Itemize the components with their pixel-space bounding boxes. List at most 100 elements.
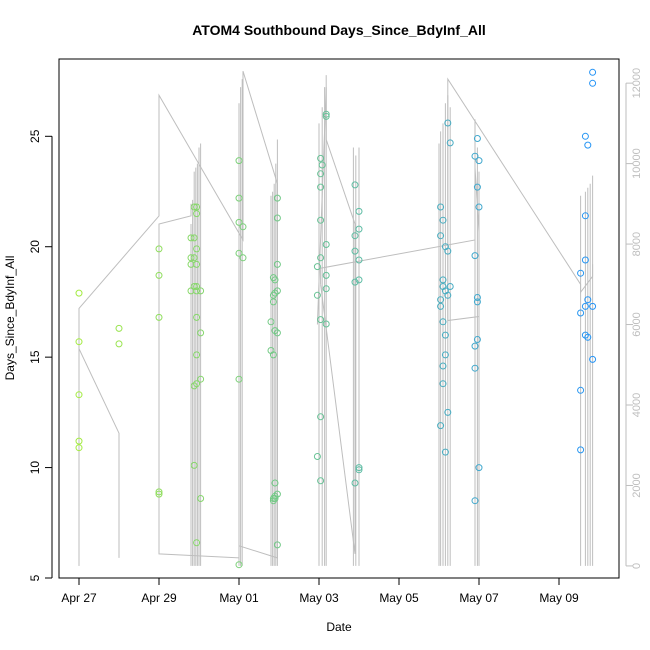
points-layer	[75, 68, 597, 569]
data-point	[197, 375, 205, 383]
y-axis-label: Days_Since_BdyInf_All	[3, 256, 17, 381]
data-point	[475, 157, 483, 165]
data-point	[439, 362, 447, 370]
secondary-line-2	[78, 348, 120, 558]
data-point	[581, 132, 589, 140]
data-point	[235, 249, 243, 257]
data-point	[439, 318, 447, 326]
data-point	[273, 260, 281, 268]
secondary-line-3	[320, 77, 594, 322]
data-point	[317, 170, 325, 178]
data-point	[155, 245, 163, 253]
data-point	[437, 296, 445, 304]
data-point	[589, 68, 597, 76]
data-point	[322, 110, 330, 118]
data-point	[355, 256, 363, 264]
data-point	[322, 285, 330, 293]
data-point	[197, 495, 205, 502]
chart-title: ATOM4 Southbound Days_Since_BdyInf_All	[192, 22, 486, 38]
data-point	[193, 283, 201, 290]
data-point	[322, 320, 330, 328]
data-point	[190, 382, 198, 390]
data-point	[273, 329, 281, 337]
data-point	[355, 225, 363, 233]
data-point	[581, 302, 589, 310]
data-point	[313, 291, 321, 299]
data-point	[271, 327, 279, 335]
data-point	[193, 380, 201, 388]
data-point	[313, 453, 321, 460]
x-tick-label: May 09	[539, 591, 579, 605]
data-point	[75, 338, 83, 346]
data-point	[471, 152, 479, 160]
y2-tick-label: 6000	[631, 312, 643, 336]
y2-tick-label: 8000	[631, 232, 643, 256]
data-point	[441, 448, 449, 456]
data-point	[269, 298, 277, 306]
data-point	[351, 181, 359, 189]
data-point	[318, 161, 326, 169]
data-point	[193, 210, 201, 218]
data-point	[473, 135, 481, 142]
x-tick-label: May 01	[219, 591, 259, 605]
data-point	[471, 342, 479, 350]
data-point	[193, 287, 201, 295]
data-point	[322, 241, 330, 248]
x-axis-label: Date	[326, 620, 352, 634]
data-point	[437, 203, 445, 211]
data-point	[355, 466, 363, 474]
data-point	[581, 256, 589, 264]
x-tick-label: May 05	[379, 591, 419, 605]
y-tick-label: 25	[28, 129, 42, 143]
data-point	[584, 333, 592, 341]
data-point	[589, 355, 597, 363]
data-point	[271, 276, 279, 284]
y2-tick-label: 2000	[631, 473, 643, 497]
data-point	[473, 336, 481, 343]
data-point	[269, 291, 277, 299]
data-point	[355, 464, 363, 472]
data-point	[190, 461, 198, 469]
data-point	[444, 119, 452, 127]
data-point	[267, 318, 275, 326]
plot-frame	[58, 58, 620, 579]
data-point	[475, 464, 483, 472]
data-point	[235, 375, 243, 383]
data-point	[235, 194, 243, 202]
data-point	[235, 561, 243, 569]
data-point	[273, 287, 281, 295]
data-point	[577, 386, 585, 394]
data-point	[317, 477, 325, 485]
data-point	[239, 223, 247, 231]
data-point	[155, 490, 163, 498]
data-point	[437, 422, 445, 430]
data-point	[317, 183, 325, 191]
data-point	[193, 245, 201, 253]
y-tick-label: 10	[28, 461, 42, 475]
data-point	[190, 254, 198, 262]
data-point	[75, 444, 83, 452]
data-point	[317, 254, 325, 262]
y2-tick-label: 4000	[631, 393, 643, 417]
data-point	[439, 276, 447, 284]
data-point	[441, 351, 449, 359]
data-point	[271, 492, 279, 500]
data-point	[190, 203, 198, 211]
data-point	[269, 351, 277, 359]
data-point	[271, 479, 279, 487]
data-point	[473, 183, 481, 191]
data-point	[577, 309, 585, 317]
data-point	[351, 278, 359, 286]
data-point	[444, 408, 452, 416]
data-point	[471, 252, 479, 260]
x-tick-label: Apr 29	[141, 591, 177, 605]
data-point	[239, 254, 247, 262]
data-point	[444, 291, 452, 299]
data-point	[115, 324, 123, 332]
data-point	[273, 490, 281, 498]
data-point	[193, 203, 201, 211]
data-point	[355, 207, 363, 215]
data-point	[187, 234, 195, 242]
y2-tick-label: 0	[631, 563, 643, 569]
data-point	[471, 497, 479, 505]
